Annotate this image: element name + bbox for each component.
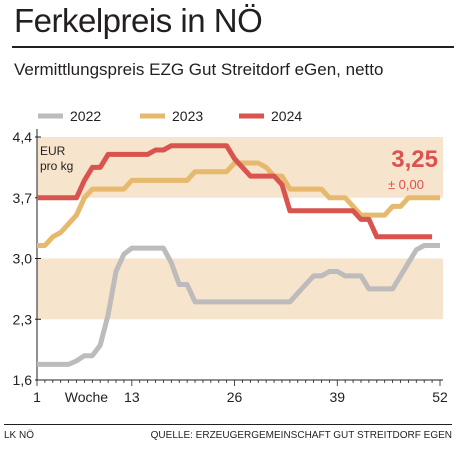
unit-label-line1: EUR [40, 144, 66, 158]
y-tick-label: 1,6 [13, 372, 33, 388]
y-tick-label: 3,7 [13, 190, 33, 206]
price-change-value: ± 0,00 [388, 177, 424, 192]
series-line-2022 [37, 243, 440, 367]
footer-credit: LK NÖ [4, 430, 35, 441]
x-axis: 1 13 26 39 52 Woche [33, 379, 448, 405]
x-tick-label: 52 [432, 389, 448, 405]
current-price-value: 3,25 [391, 146, 438, 173]
legend-label-2022: 2022 [70, 108, 101, 124]
chart-subtitle: Vermittlungspreis EZG Gut Streitdorf eGe… [14, 60, 384, 79]
x-tick-label: 1 [33, 389, 41, 405]
y-tick-label: 2,3 [13, 311, 33, 327]
x-tick-label: 26 [227, 389, 243, 405]
y-axis-ticks: 1,6 2,3 3,0 3,7 4,4 [13, 129, 41, 388]
series-line-2023 [37, 160, 440, 248]
x-tick-label: 13 [124, 389, 140, 405]
series-line-2024 [37, 143, 433, 240]
x-tick-label: 39 [329, 389, 345, 405]
title-rule [12, 46, 454, 48]
y-tick-label: 3,0 [13, 251, 33, 267]
unit-label-line2: pro kg [40, 159, 73, 173]
x-axis-label: Woche [65, 389, 109, 405]
chart-title: Ferkelpreis in NÖ [14, 2, 263, 39]
legend-label-2023: 2023 [172, 108, 203, 124]
y-tick-label: 4,4 [13, 129, 33, 145]
footer-rule [4, 424, 452, 425]
legend-label-2024: 2024 [271, 108, 302, 124]
series-lines [37, 143, 440, 367]
legend: 2022 2023 2024 [38, 108, 302, 124]
footer-source: QUELLE: ERZEUGERGEMEINSCHAFT GUT STREITD… [150, 430, 452, 441]
